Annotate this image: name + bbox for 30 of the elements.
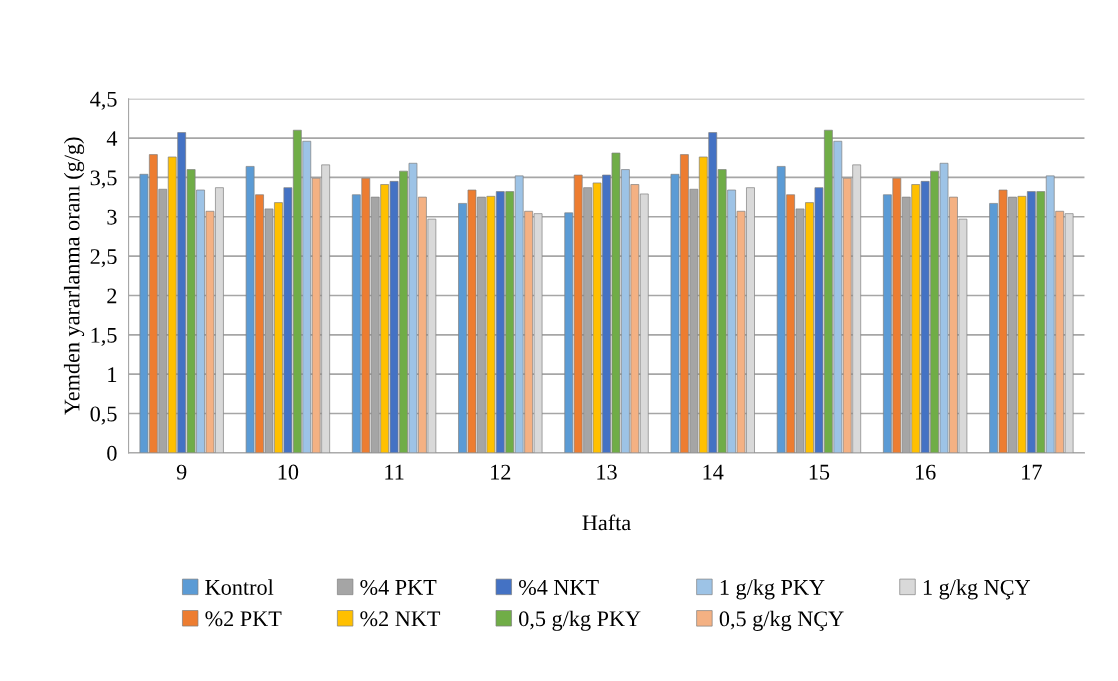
x-tick-label: 9	[176, 464, 187, 480]
x-tick-label: 12	[491, 464, 511, 480]
y-tick-label: 3,5	[90, 170, 117, 189]
y-tick-label: 3	[107, 209, 117, 225]
y-tick-label: 4,5	[90, 91, 117, 110]
x-tick-label: 11	[385, 464, 404, 480]
legend-label: 0,5 g/kg PKY	[519, 610, 641, 631]
y-axis-title: Yemden yararlanma oranı (g/g)	[63, 137, 85, 415]
legend-label: 0,5 g/kg NÇY	[719, 610, 844, 631]
y-tick-label: 0	[107, 445, 117, 461]
y-tick-label: 1,5	[91, 327, 117, 346]
x-tick-label: 16	[915, 464, 936, 480]
y-tick-label: 1	[108, 367, 117, 382]
legend-label: %2 NKT	[360, 611, 441, 627]
x-tick-label: 14	[703, 464, 724, 480]
legend-label: %2 PKT	[205, 611, 282, 627]
x-tick-label: 13	[597, 464, 617, 480]
legend-label: Kontrol	[205, 579, 274, 595]
y-tick-label: 0,5	[90, 406, 117, 425]
x-tick-label: 10	[278, 464, 299, 480]
x-tick-label: 17	[1022, 464, 1042, 480]
legend-label: %4 PKT	[360, 579, 437, 595]
y-tick-label: 2	[107, 288, 117, 304]
legend-label: 1 g/kg NÇY	[923, 579, 1031, 600]
x-tick-label: 15	[809, 464, 830, 480]
legend-label: %4 NKT	[518, 579, 599, 595]
y-tick-label: 2,5	[90, 249, 117, 268]
legend-label: 1 g/kg PKY	[720, 579, 825, 600]
x-axis-title: Hafta	[582, 514, 631, 531]
y-tick-label: 4	[106, 131, 118, 146]
